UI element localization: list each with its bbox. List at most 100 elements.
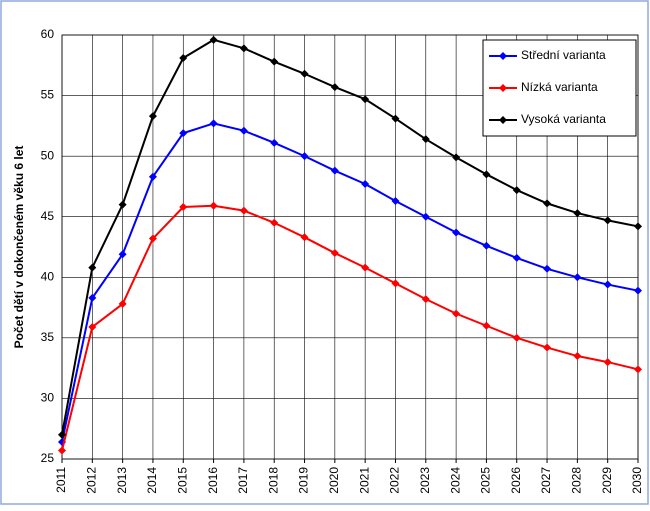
point <box>421 212 430 221</box>
point <box>573 352 582 361</box>
point <box>270 138 279 147</box>
point <box>634 286 642 295</box>
point <box>239 206 248 215</box>
x-tick-label: 2014 <box>145 467 159 494</box>
legend-label: Střední varianta <box>521 48 606 62</box>
x-tick-label: 2012 <box>84 467 98 494</box>
x-tick-label: 2013 <box>115 467 129 494</box>
point <box>543 343 552 352</box>
point <box>209 201 218 210</box>
point <box>512 253 521 262</box>
series <box>58 119 642 447</box>
point <box>148 112 157 121</box>
point <box>330 249 339 258</box>
series-line <box>61 38 639 435</box>
point <box>452 309 461 318</box>
point <box>270 57 279 66</box>
point <box>361 95 370 104</box>
x-tick-label: 2011 <box>54 467 68 493</box>
point <box>573 273 582 282</box>
point <box>300 152 309 161</box>
point <box>239 126 248 135</box>
point <box>330 166 339 175</box>
point <box>421 135 430 144</box>
series <box>58 201 642 455</box>
x-tick-label: 2023 <box>418 467 432 494</box>
x-tick-label: 2016 <box>206 467 220 494</box>
point <box>421 295 430 304</box>
y-tick-label: 55 <box>41 88 55 102</box>
y-tick-label: 60 <box>41 27 55 41</box>
point <box>179 54 188 63</box>
point <box>270 218 279 227</box>
point <box>179 203 188 212</box>
y-tick-label: 45 <box>41 209 55 223</box>
y-tick-label: 35 <box>41 330 55 344</box>
x-tick-label: 2030 <box>630 467 644 494</box>
y-axis-label: Počet dětí v dokončeném věku 6 let <box>12 146 26 349</box>
x-tick-label: 2015 <box>175 467 189 494</box>
point <box>88 293 97 302</box>
y-tick-label: 25 <box>41 451 55 465</box>
point <box>148 234 157 243</box>
point <box>452 228 461 237</box>
x-tick-label: 2022 <box>388 467 402 494</box>
point <box>391 279 400 288</box>
point <box>330 83 339 92</box>
point <box>603 216 612 225</box>
y-tick-label: 30 <box>41 391 55 405</box>
point <box>88 322 97 331</box>
x-tick-label: 2018 <box>266 467 280 494</box>
x-tick-label: 2029 <box>600 467 614 494</box>
point <box>118 250 127 259</box>
point <box>482 241 491 250</box>
point <box>603 358 612 367</box>
x-tick-label: 2021 <box>357 467 371 494</box>
point <box>58 446 66 455</box>
point <box>482 321 491 330</box>
point <box>148 172 157 181</box>
x-tick-label: 2019 <box>297 467 311 494</box>
point <box>58 430 66 439</box>
y-tick-label: 40 <box>41 269 55 283</box>
point <box>300 69 309 78</box>
point <box>239 44 248 53</box>
point <box>179 129 188 138</box>
point <box>361 263 370 272</box>
x-tick-label: 2020 <box>327 467 341 494</box>
point <box>543 199 552 208</box>
point <box>573 209 582 218</box>
point <box>361 180 370 189</box>
point <box>543 264 552 273</box>
point <box>391 196 400 205</box>
legend-marker <box>499 116 507 124</box>
legend-marker <box>499 52 507 60</box>
y-tick-label: 50 <box>41 148 55 162</box>
point <box>603 280 612 289</box>
point <box>512 186 521 195</box>
x-tick-label: 2025 <box>479 467 493 494</box>
x-tick-label: 2026 <box>509 467 523 494</box>
series <box>58 35 642 439</box>
x-tick-label: 2017 <box>236 467 250 494</box>
legend-label: Nízká varianta <box>521 80 598 94</box>
legend-marker <box>499 84 507 92</box>
point <box>634 365 642 374</box>
point <box>118 200 127 209</box>
point <box>452 153 461 162</box>
point <box>634 222 642 231</box>
point <box>88 263 97 272</box>
series-line <box>61 122 639 443</box>
point <box>118 299 127 308</box>
point <box>300 233 309 242</box>
point <box>512 333 521 342</box>
series-line <box>61 204 639 451</box>
x-tick-label: 2024 <box>448 467 462 494</box>
point <box>482 170 491 179</box>
x-tick-label: 2028 <box>570 467 584 494</box>
point <box>209 119 218 128</box>
point <box>209 35 218 44</box>
x-tick-label: 2027 <box>539 467 553 494</box>
point <box>391 114 400 123</box>
